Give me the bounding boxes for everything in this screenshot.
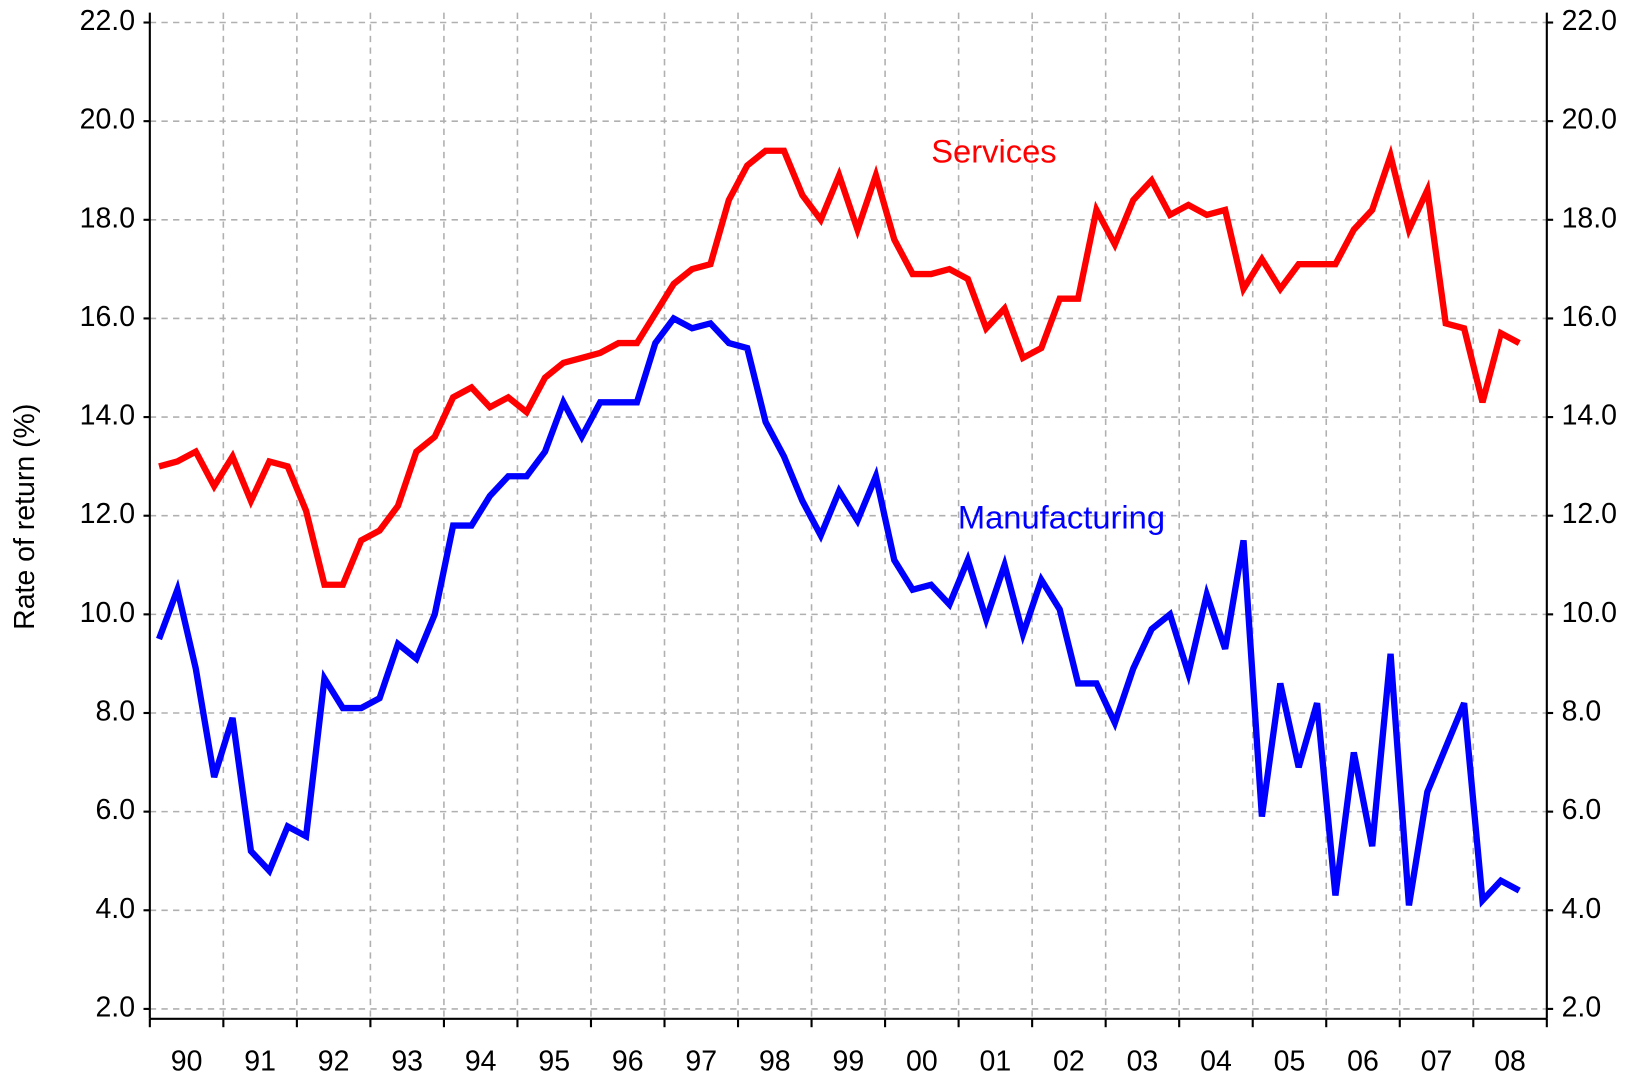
y2-tick-label: 22.0 (1562, 5, 1617, 37)
y2-tick-label: 10.0 (1562, 597, 1617, 629)
y2-tick-label: 14.0 (1562, 400, 1617, 432)
x-tick-label: 02 (1053, 1046, 1085, 1078)
x-tick-label: 99 (832, 1046, 864, 1078)
y-tick-label: 20.0 (80, 104, 135, 136)
series-label: Manufacturing (958, 499, 1165, 536)
x-tick-label: 03 (1127, 1046, 1159, 1078)
x-tick-label: 98 (759, 1046, 791, 1078)
y2-tick-label: 16.0 (1562, 301, 1617, 333)
y-tick-label: 8.0 (95, 696, 135, 728)
y2-tick-label: 18.0 (1562, 202, 1617, 234)
series-line (156, 314, 1521, 908)
y2-tick-label: 2.0 (1562, 991, 1602, 1023)
y-tick-label: 4.0 (95, 893, 135, 925)
x-tick-label: 92 (318, 1046, 350, 1078)
series-label: Services (931, 133, 1056, 170)
x-tick-label: 90 (171, 1046, 203, 1078)
y2-tick-label: 8.0 (1562, 696, 1602, 728)
y2-tick-label: 6.0 (1562, 794, 1602, 826)
y-tick-label: 14.0 (80, 400, 135, 432)
y2-tick-label: 20.0 (1562, 104, 1617, 136)
y2-tick-label: 12.0 (1562, 498, 1617, 530)
x-tick-label: 97 (685, 1046, 717, 1078)
x-tick-label: 93 (391, 1046, 423, 1078)
y-tick-label: 10.0 (80, 597, 135, 629)
y-tick-label: 16.0 (80, 301, 135, 333)
x-tick-label: 95 (538, 1046, 570, 1078)
y-tick-label: 22.0 (80, 5, 135, 37)
x-tick-label: 04 (1200, 1046, 1232, 1078)
x-tick-label: 94 (465, 1046, 497, 1078)
x-tick-label: 01 (980, 1046, 1012, 1078)
y-tick-label: 2.0 (95, 991, 135, 1023)
x-tick-label: 05 (1274, 1046, 1306, 1078)
y-tick-label: 12.0 (80, 498, 135, 530)
y2-tick-label: 4.0 (1562, 893, 1602, 925)
y-axis-label: Rate of return (%) (9, 404, 41, 630)
y-tick-label: 6.0 (95, 794, 135, 826)
x-tick-label: 07 (1421, 1046, 1453, 1078)
x-tick-label: 96 (612, 1046, 644, 1078)
series-line (158, 144, 1521, 588)
y-tick-label: 18.0 (80, 202, 135, 234)
x-tick-label: 00 (906, 1046, 938, 1078)
x-tick-label: 08 (1494, 1046, 1526, 1078)
x-tick-label: 91 (244, 1046, 276, 1078)
x-tick-label: 06 (1347, 1046, 1379, 1078)
